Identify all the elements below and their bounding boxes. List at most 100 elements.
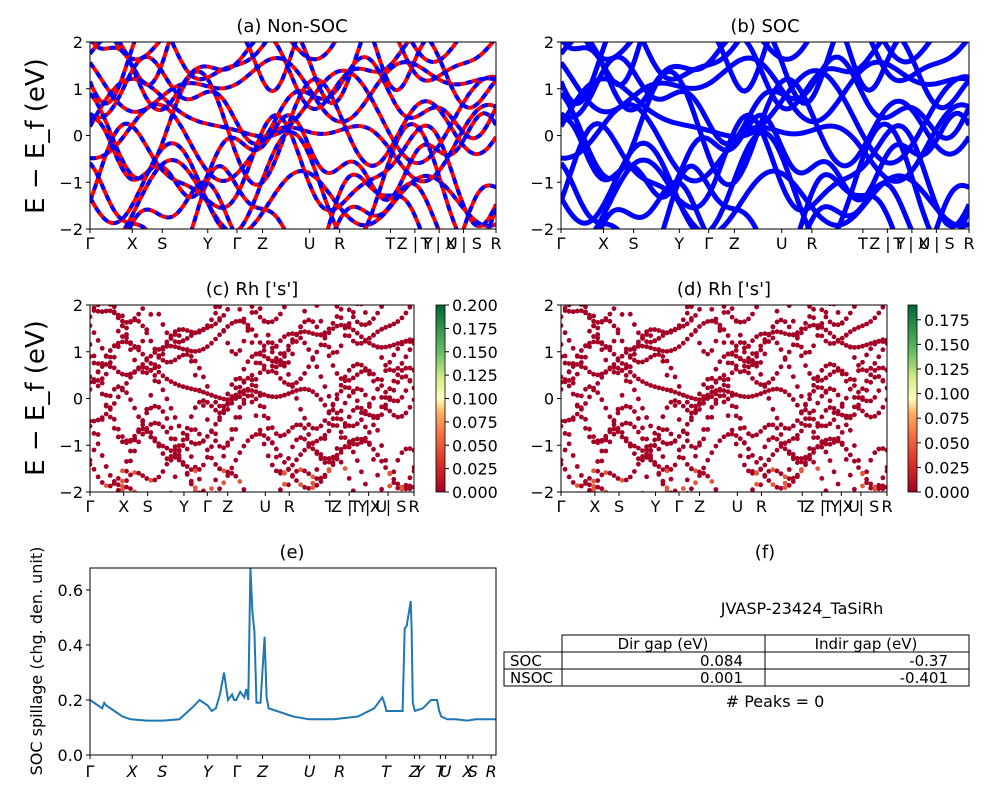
band-point	[225, 400, 231, 406]
band-point	[819, 385, 825, 391]
band-point	[856, 402, 861, 408]
band-point	[705, 376, 711, 382]
band-point	[721, 393, 727, 398]
band-point	[795, 277, 800, 282]
band-point	[648, 276, 653, 281]
x-tick-label: S	[157, 234, 167, 253]
band-point	[615, 330, 621, 336]
band-point	[302, 308, 307, 314]
band-point	[615, 357, 621, 363]
band-point	[778, 317, 784, 323]
band-point	[860, 359, 865, 365]
band-point	[811, 382, 816, 388]
band-point	[181, 283, 186, 288]
band-point	[819, 476, 825, 481]
band-point	[783, 503, 788, 508]
band-point	[241, 443, 247, 449]
band-point	[868, 414, 874, 420]
band-point	[864, 412, 869, 418]
band-point	[615, 476, 621, 481]
band-line	[90, 102, 496, 184]
band-point	[379, 345, 384, 350]
band-point	[165, 278, 170, 283]
band-point	[193, 281, 198, 286]
x-tick-label: R	[334, 762, 345, 781]
band-point	[387, 323, 393, 329]
band-point	[583, 416, 588, 422]
band-point	[766, 457, 772, 463]
band-point	[684, 399, 690, 405]
band-point	[583, 354, 588, 360]
band-point	[721, 354, 727, 359]
band-point	[282, 363, 287, 369]
band-point	[737, 436, 743, 442]
band-point	[346, 414, 352, 420]
band-point	[742, 349, 747, 355]
band-point	[852, 326, 857, 332]
band-point	[225, 391, 231, 397]
band-point	[298, 452, 303, 458]
band-point	[108, 299, 113, 304]
band-point	[819, 367, 825, 373]
band-point	[623, 436, 629, 441]
band-point	[242, 507, 247, 512]
band-point	[338, 382, 344, 388]
band-point	[737, 332, 743, 338]
band-point	[314, 392, 320, 398]
band-point	[672, 398, 678, 403]
x-tick-label: Γ	[233, 234, 242, 253]
band-point	[322, 333, 328, 339]
band-point	[823, 408, 829, 413]
band-point	[754, 470, 759, 476]
band-point	[107, 354, 113, 360]
band-point	[607, 439, 613, 445]
band-point	[136, 414, 142, 420]
band-point	[864, 368, 869, 374]
band-point	[90, 323, 93, 328]
band-point	[566, 305, 572, 308]
y-tick-label: 2	[73, 33, 83, 52]
band-point	[758, 372, 764, 377]
band-point	[815, 333, 821, 338]
band-point	[156, 281, 161, 286]
band-point	[843, 343, 849, 348]
band-point	[689, 410, 694, 416]
band-point	[803, 320, 808, 326]
band-point	[799, 283, 804, 288]
x-tick-label: Γ	[704, 234, 713, 253]
band-point	[758, 467, 764, 472]
band-point	[844, 530, 849, 535]
band-point	[107, 393, 113, 399]
band-point	[128, 319, 133, 324]
band-point	[140, 431, 146, 437]
band-point	[819, 393, 825, 399]
x-tick-label: T	[857, 234, 868, 253]
band-point	[172, 474, 178, 480]
band-point	[786, 332, 792, 337]
band-point	[201, 374, 206, 380]
band-point	[184, 385, 190, 391]
band-point	[746, 468, 751, 474]
band-point	[786, 392, 792, 398]
band-point	[595, 438, 601, 444]
band-point	[574, 353, 580, 359]
band-point	[290, 425, 295, 430]
band-point	[314, 449, 320, 454]
band-point	[192, 464, 198, 470]
band-point	[363, 368, 368, 373]
band-point	[124, 335, 129, 341]
band-point	[318, 456, 324, 462]
band-point	[709, 389, 715, 395]
band-point	[310, 474, 316, 480]
band-point	[644, 474, 649, 480]
band-point	[111, 416, 117, 422]
band-point	[286, 456, 291, 461]
band-point	[172, 381, 178, 387]
band-point	[656, 289, 661, 294]
band-point	[786, 324, 792, 330]
band-point	[95, 361, 101, 366]
band-point	[856, 368, 861, 374]
colorbar-tick-label: 0.200	[452, 296, 498, 315]
band-point	[684, 310, 690, 316]
band-point	[864, 342, 869, 348]
